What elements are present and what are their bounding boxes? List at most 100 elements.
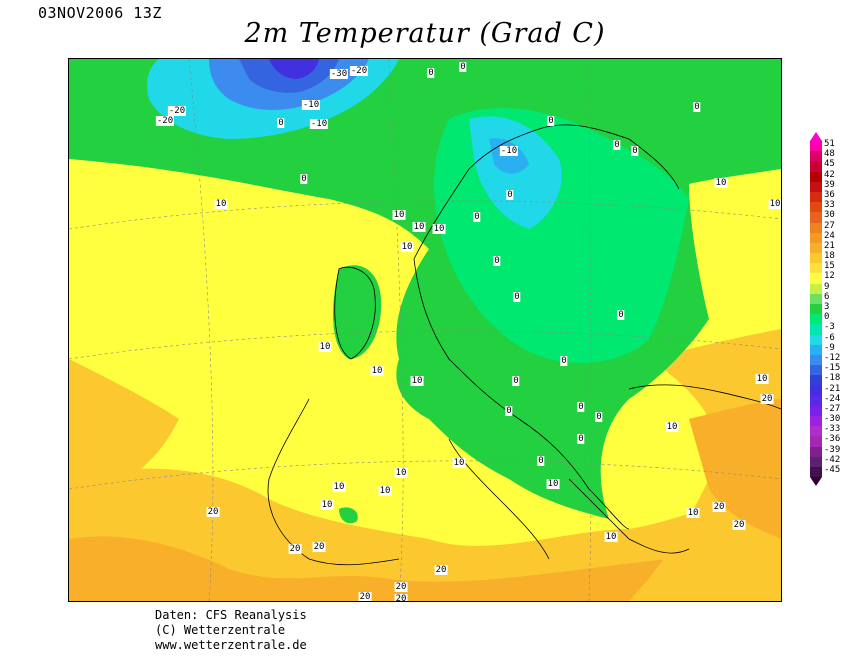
colorbar-label: -30 — [824, 414, 841, 425]
colorbar-label: -24 — [824, 393, 841, 404]
colorbar-cell — [810, 426, 822, 437]
colorbar-cell — [810, 375, 822, 386]
colorbar-cell — [810, 405, 822, 417]
contour-label: 10 — [370, 366, 384, 376]
colorbar-label: -42 — [824, 454, 841, 465]
contour-label: 0 — [617, 310, 625, 320]
colorbar-label: -36 — [824, 434, 841, 445]
colorbar-cell — [810, 324, 822, 335]
colorbar-label: 33 — [824, 200, 835, 211]
colorbar-cell — [810, 314, 822, 325]
contour-label: 20 — [394, 594, 408, 602]
contour-label: 10 — [318, 342, 332, 352]
contour-label: 0 — [473, 212, 481, 222]
temperature-field — [69, 59, 781, 601]
colorbar-min-arrow — [810, 477, 822, 487]
colorbar-cell — [810, 283, 822, 294]
contour-label: 10 — [665, 422, 679, 432]
colorbar-label: -9 — [824, 342, 835, 353]
colorbar-cells — [810, 141, 822, 478]
contour-label: 0 — [693, 102, 701, 112]
colorbar-cell — [810, 191, 822, 203]
colorbar-label: -45 — [824, 465, 841, 475]
footer-copyright: (C) Wetterzentrale — [155, 623, 286, 637]
contour-label: -10 — [301, 100, 321, 110]
contour-label: 0 — [577, 434, 585, 444]
contour-label: -20 — [167, 106, 187, 116]
colorbar-label: -18 — [824, 373, 841, 384]
contour-label: 10 — [400, 242, 414, 252]
colorbar-label: 51 — [824, 139, 835, 149]
colorbar-label: 45 — [824, 159, 835, 170]
footer-website: www.wetterzentrale.de — [155, 638, 307, 652]
colorbar-cell — [810, 242, 822, 254]
contour-label: 10 — [378, 486, 392, 496]
contour-label: 10 — [546, 479, 560, 489]
contour-label: 10 — [686, 508, 700, 518]
contour-label: 0 — [560, 356, 568, 366]
footer-data-source: Daten: CFS Reanalysis — [155, 608, 307, 622]
colorbar-cell — [810, 365, 822, 376]
contour-label: 10 — [452, 458, 466, 468]
colorbar-label: 21 — [824, 240, 835, 251]
colorbar-label: -3 — [824, 322, 835, 333]
colorbar-label: 48 — [824, 149, 835, 160]
contour-label: 20 — [358, 592, 372, 602]
contour-label: 20 — [206, 507, 220, 517]
colorbar-cell — [810, 467, 822, 478]
colorbar-label: -33 — [824, 424, 841, 435]
colorbar-cell — [810, 385, 822, 396]
colorbar-cell — [810, 171, 822, 182]
colorbar-label: -27 — [824, 403, 841, 414]
colorbar-label: 36 — [824, 189, 835, 200]
contour-label: 0 — [512, 376, 520, 386]
colorbar-label: 3 — [824, 302, 830, 312]
contour-label: 10 — [604, 532, 618, 542]
colorbar-label: 30 — [824, 210, 835, 221]
contour-label: 20 — [712, 502, 726, 512]
contour-label: 20 — [434, 565, 448, 575]
contour-label: 10 — [432, 224, 446, 234]
colorbar-label: -12 — [824, 352, 841, 363]
colorbar-cell — [810, 181, 822, 192]
contour-label: 10 — [320, 500, 334, 510]
contour-label: 0 — [631, 146, 639, 156]
date-label: 03NOV2006 13Z — [38, 4, 162, 22]
colorbar-label: 39 — [824, 179, 835, 190]
colorbar-cell — [810, 151, 822, 162]
contour-label: 0 — [277, 118, 285, 128]
contour-label: -10 — [499, 146, 519, 156]
contour-label: 0 — [547, 116, 555, 126]
contour-label: 20 — [760, 394, 774, 404]
colorbar-label: 42 — [824, 169, 835, 180]
map-title: 2m Temperatur (Grad C) — [244, 18, 606, 49]
colorbar-cell — [810, 232, 822, 243]
contour-label: 0 — [513, 292, 521, 302]
contour-label: 20 — [732, 520, 746, 530]
colorbar-cell — [810, 344, 822, 355]
contour-label: 10 — [392, 210, 406, 220]
contour-label: -20 — [155, 116, 175, 126]
colorbar-label: 12 — [824, 271, 835, 282]
colorbar-label: 0 — [824, 312, 830, 323]
colorbar-label: 18 — [824, 251, 835, 262]
contour-label: 10 — [714, 178, 728, 188]
colorbar-cell — [810, 263, 822, 274]
colorbar-cell — [810, 304, 822, 315]
contour-label: 10 — [768, 199, 781, 209]
colorbar-label: -21 — [824, 383, 841, 394]
colorbar-label: 24 — [824, 230, 835, 241]
colorbar-label: 15 — [824, 261, 835, 272]
contour-label: 10 — [394, 468, 408, 478]
contour-label: 20 — [394, 582, 408, 592]
colorbar-cell — [810, 202, 822, 213]
temperature-map: -20 -30 -20 -10 -10 -20 0 0 0 0 0 0 0 -10 0 10 10 10 10 10 1… — [68, 58, 782, 602]
colorbar-cell — [810, 436, 822, 447]
colorbar-cell — [810, 354, 822, 366]
contour-label: -30 — [329, 69, 349, 79]
contour-label: 0 — [459, 62, 467, 72]
contour-label: 10 — [332, 482, 346, 492]
footer-credits: Daten: CFS Reanalysis (C) Wetterzentrale… — [155, 608, 307, 653]
colorbar-cell — [810, 161, 822, 172]
contour-label: 10 — [755, 374, 769, 384]
